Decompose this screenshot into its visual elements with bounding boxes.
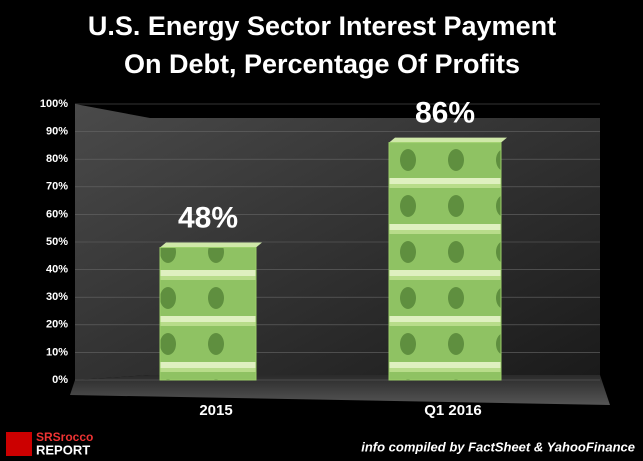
y-tick-label: 20% bbox=[46, 319, 68, 331]
y-tick-label: 70% bbox=[46, 181, 68, 193]
y-tick-label: 50% bbox=[46, 236, 68, 248]
bar-top bbox=[389, 137, 507, 143]
y-tick-label: 90% bbox=[46, 126, 68, 138]
bar bbox=[159, 247, 257, 381]
logo-text: REPORT bbox=[36, 442, 90, 457]
logo-icon bbox=[6, 432, 32, 456]
floor bbox=[70, 375, 610, 405]
y-tick-label: 60% bbox=[46, 208, 68, 220]
y-tick-label: 40% bbox=[46, 264, 68, 276]
y-tick-label: 10% bbox=[46, 346, 68, 358]
chart-title: On Debt, Percentage Of Profits bbox=[124, 49, 520, 79]
bar bbox=[388, 142, 502, 381]
source-note: info compiled by FactSheet & YahooFinanc… bbox=[361, 439, 635, 454]
value-label: 48% bbox=[178, 201, 238, 234]
value-label: 86% bbox=[415, 97, 475, 130]
x-tick-label: Q1 2016 bbox=[424, 402, 482, 419]
chart-title: U.S. Energy Sector Interest Payment bbox=[88, 11, 556, 41]
y-tick-label: 100% bbox=[40, 98, 68, 110]
y-tick-label: 0% bbox=[52, 374, 68, 386]
x-tick-label: 2015 bbox=[199, 402, 232, 419]
bar-top bbox=[160, 242, 262, 248]
y-tick-label: 80% bbox=[46, 153, 68, 165]
logo-text: SRSrocco bbox=[36, 430, 93, 444]
y-tick-label: 30% bbox=[46, 291, 68, 303]
